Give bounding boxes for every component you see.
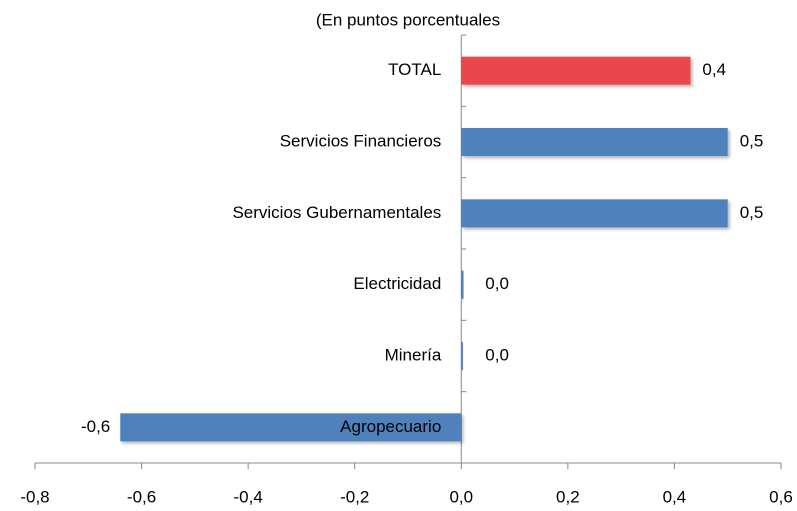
chart-title: (En puntos porcentuales [316, 10, 500, 29]
category-label: Servicios Financieros [280, 131, 442, 150]
x-tick-label: 0,0 [449, 487, 473, 506]
x-tick-label: -0,6 [127, 487, 156, 506]
category-label: Minería [385, 345, 442, 364]
value-label: 0,5 [740, 203, 764, 222]
bar [461, 342, 463, 370]
value-label: 0,0 [485, 345, 509, 364]
x-tick-label: 0,4 [663, 487, 687, 506]
x-tick-label: 0,2 [556, 487, 580, 506]
category-label: Electricidad [353, 274, 441, 293]
value-label: -0,6 [81, 417, 110, 436]
category-label: Servicios Gubernamentales [232, 203, 441, 222]
bar [461, 56, 691, 85]
x-tick-label: 0,6 [769, 487, 793, 506]
x-tick-label: -0,8 [20, 487, 49, 506]
bar [461, 270, 464, 299]
value-label: 0,5 [740, 131, 764, 150]
bar [461, 128, 728, 156]
bar [461, 199, 728, 228]
x-tick-label: -0,2 [340, 487, 369, 506]
category-label: TOTAL [388, 60, 441, 79]
value-label: 0,4 [702, 60, 726, 79]
value-label: 0,0 [485, 274, 509, 293]
category-label: Agropecuario [340, 417, 441, 436]
x-tick-label: -0,4 [233, 487, 262, 506]
bar [120, 413, 462, 442]
